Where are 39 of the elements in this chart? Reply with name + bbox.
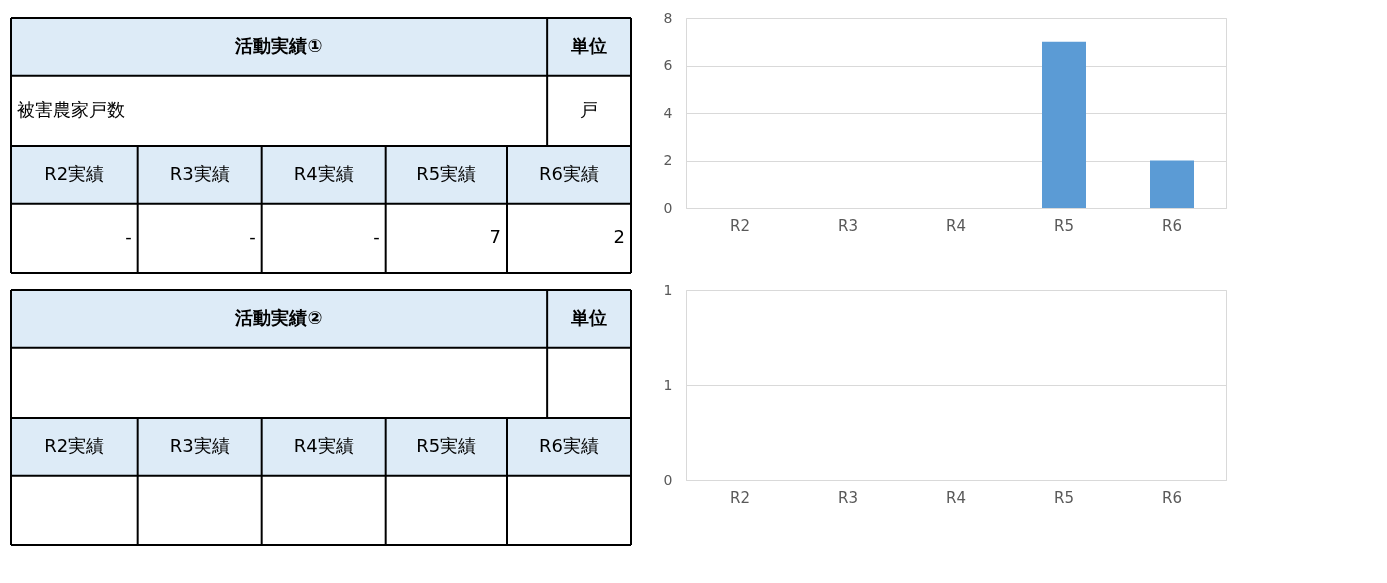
y-tick-label: 1 <box>663 281 673 298</box>
y-tick-label: 6 <box>663 57 673 73</box>
text: 活動実績② <box>234 306 323 328</box>
text: R5実績 <box>416 434 477 456</box>
text: 被害農家戸数 <box>17 98 125 120</box>
text: R2実績 <box>44 434 105 456</box>
text: 活動実績① <box>234 34 323 56</box>
text: - <box>125 226 132 248</box>
x-tick-label: R6 <box>1162 488 1182 507</box>
text: 2 <box>613 226 625 248</box>
text: R3実績 <box>169 162 230 184</box>
x-tick-label: R6 <box>1162 216 1182 235</box>
text: R2実績 <box>44 162 105 184</box>
x-tick-label: R2 <box>730 488 750 507</box>
x-tick-label: R3 <box>838 216 858 235</box>
text: 単位 <box>570 34 608 56</box>
x-tick-label: R4 <box>946 216 966 235</box>
y-tick-label: 0 <box>663 199 673 216</box>
x-tick-label: R5 <box>1054 488 1074 507</box>
y-tick-label: 8 <box>663 9 673 26</box>
y-tick-label: 4 <box>663 104 673 121</box>
text: - <box>373 226 380 248</box>
text: 戸 <box>580 98 599 120</box>
text: R6実績 <box>539 434 599 456</box>
text: 単位 <box>570 306 608 328</box>
text: - <box>249 226 256 248</box>
x-tick-label: R5 <box>1054 216 1074 235</box>
text: R6実績 <box>539 162 599 184</box>
text: 7 <box>489 226 501 248</box>
text: R5実績 <box>416 162 477 184</box>
x-tick-label: R2 <box>730 216 750 235</box>
y-tick-label: 2 <box>663 152 673 168</box>
text: R3実績 <box>169 434 230 456</box>
y-tick-label: 0 <box>663 471 673 488</box>
x-tick-label: R4 <box>946 488 966 507</box>
x-tick-label: R3 <box>838 488 858 507</box>
text: R4実績 <box>293 434 354 456</box>
y-tick-label: 1 <box>663 376 673 393</box>
text: R4実績 <box>293 162 354 184</box>
